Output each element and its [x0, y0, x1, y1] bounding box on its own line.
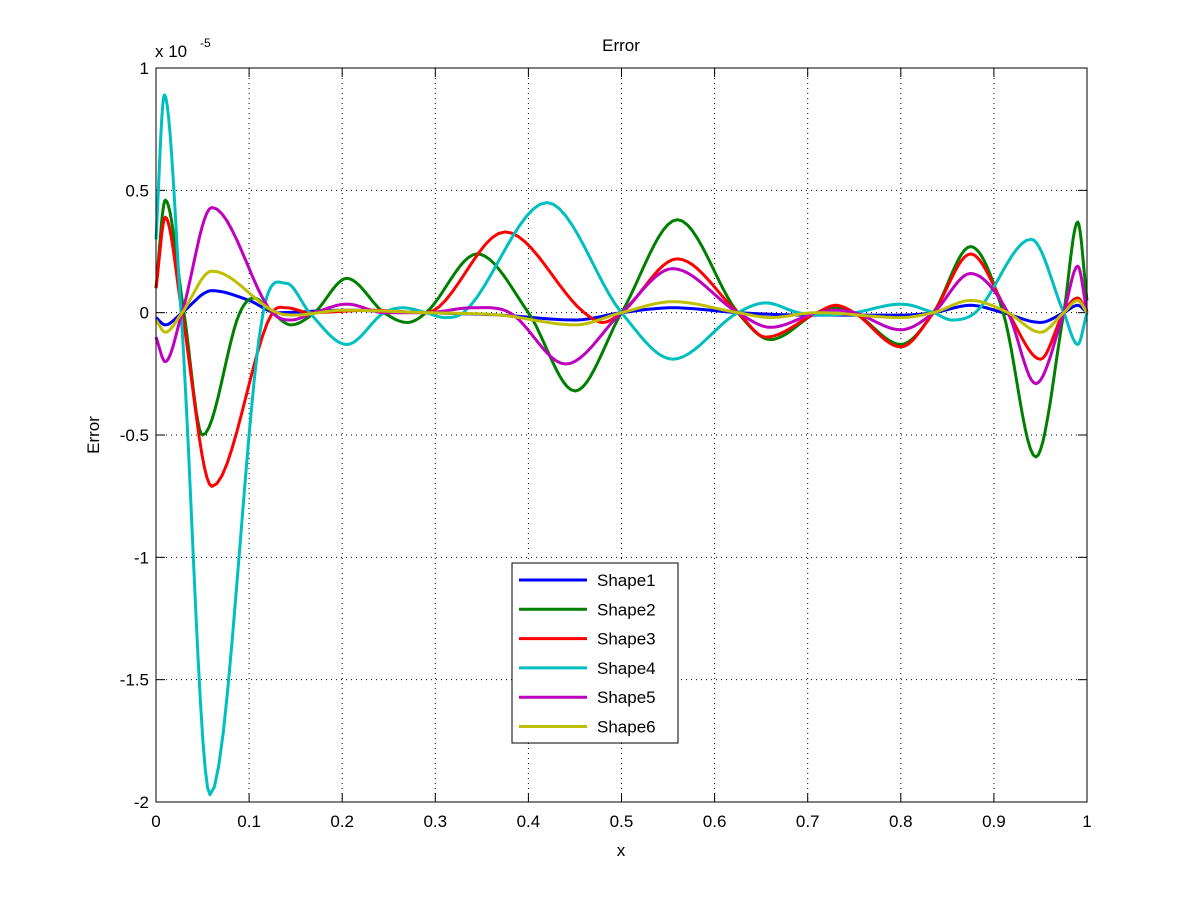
- x-tick-label: 0.2: [330, 812, 354, 831]
- x-tick-label: 0.1: [237, 812, 261, 831]
- legend-label: Shape3: [597, 630, 656, 649]
- legend-item: Shape6: [519, 718, 656, 737]
- series-lines: [154, 93, 1089, 797]
- x-tick-label: 0.8: [889, 812, 913, 831]
- ticks: [155, 67, 1088, 803]
- legend-label: Shape5: [597, 688, 656, 707]
- legend-item: Shape2: [519, 600, 656, 619]
- x-tick-label: 0.6: [703, 812, 727, 831]
- series-line-shape1: [155, 289, 1088, 327]
- y-tick-labels: -2 -1.5 -1 -0.5 0 0.5 1: [120, 59, 149, 812]
- y-axis-label: Error: [84, 416, 103, 454]
- legend-box: [511, 562, 679, 744]
- legend: Shape1 Shape2 Shape3 Shape4 Shape5 Shape6: [511, 562, 679, 744]
- x-tick-label: 0.4: [517, 812, 541, 831]
- y-tick-label: -0.5: [120, 426, 149, 445]
- x-tick-label: 0.7: [796, 812, 820, 831]
- legend-item: Shape5: [519, 688, 656, 707]
- x-tick-label: 1: [1082, 812, 1091, 831]
- axes-box: [155, 67, 1088, 803]
- series-line-shape6: [154, 269, 1089, 334]
- x-tick-label: 0.3: [423, 812, 447, 831]
- x-axis-label: x: [617, 841, 626, 860]
- legend-label: Shape2: [597, 600, 656, 619]
- x-tick-label: 0: [151, 812, 160, 831]
- legend-label: Shape6: [597, 718, 656, 737]
- x-tick-label: 0.9: [982, 812, 1006, 831]
- y-exponent-base: x 10: [155, 42, 187, 61]
- legend-label: Shape1: [597, 571, 656, 590]
- legend-label: Shape4: [597, 659, 656, 678]
- legend-item: Shape3: [519, 630, 656, 649]
- y-tick-label: 0: [140, 304, 149, 323]
- chart-title: Error: [602, 36, 640, 55]
- y-tick-label: -1.5: [120, 671, 149, 690]
- y-tick-label: 0.5: [125, 181, 149, 200]
- y-tick-label: 1: [140, 59, 149, 78]
- y-exponent-power: -5: [200, 36, 211, 50]
- x-tick-labels: 0 0.1 0.2 0.3 0.4 0.5 0.6 0.7 0.8 0.9 1: [151, 812, 1091, 831]
- x-tick-label: 0.5: [610, 812, 634, 831]
- y-tick-label: -2: [134, 793, 149, 812]
- series-line-shape3: [154, 215, 1089, 488]
- y-tick-label: -1: [134, 548, 149, 567]
- series-line-shape5: [154, 206, 1089, 386]
- legend-item: Shape4: [519, 659, 656, 678]
- legend-item: Shape1: [519, 571, 656, 590]
